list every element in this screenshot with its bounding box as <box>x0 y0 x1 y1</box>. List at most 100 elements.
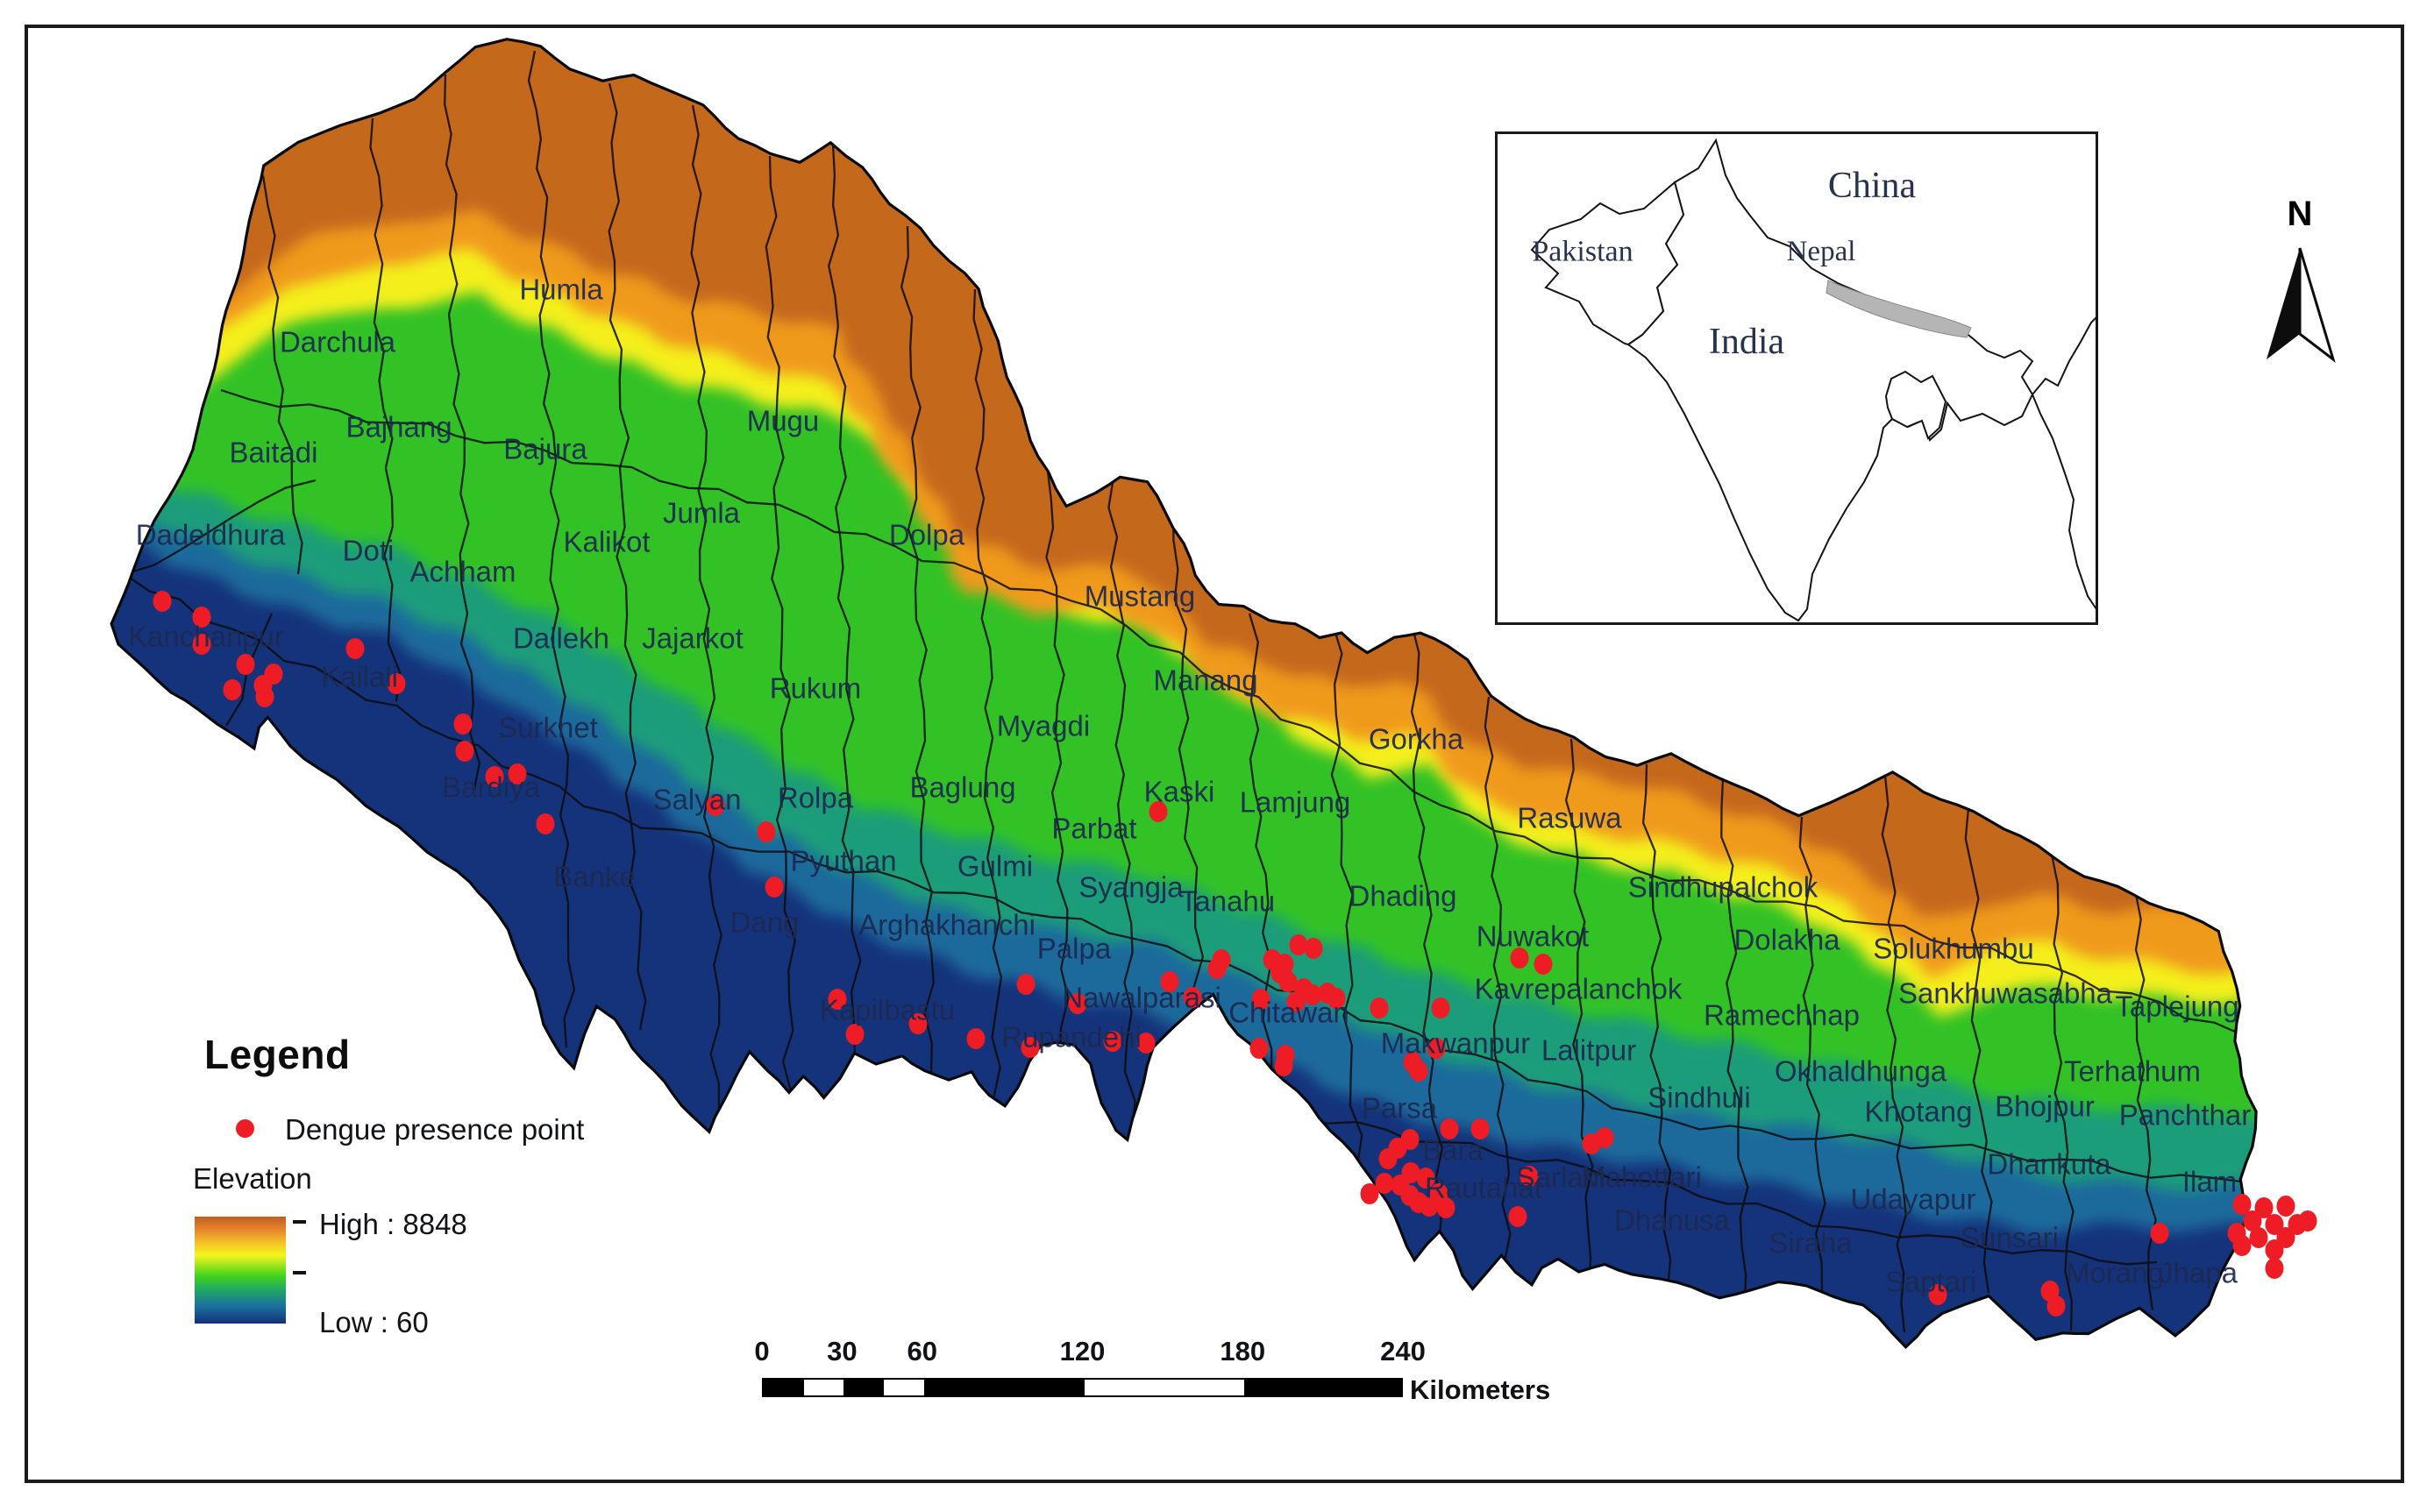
district-label: Gulmi <box>957 850 1033 883</box>
scale-bar-segment <box>764 1380 804 1395</box>
district-label: Khotang <box>1865 1096 1973 1128</box>
district-label: Humla <box>519 273 603 306</box>
district-label: Ramechhap <box>1704 999 1860 1032</box>
district-label: Manang <box>1153 664 1257 697</box>
district-label: Syangja <box>1078 871 1184 904</box>
dengue-point <box>765 877 784 898</box>
district-label: Mugu <box>747 405 820 437</box>
north-arrow-right-half <box>2298 247 2336 363</box>
district-label: Terhathum <box>2064 1055 2201 1088</box>
dengue-point <box>1595 1127 1614 1148</box>
district-label: Parbat <box>1051 813 1136 845</box>
district-label: Bardiya <box>442 771 541 804</box>
district-label: Surkhet <box>498 712 598 744</box>
elevation-tick-mid <box>293 1271 306 1274</box>
scale-bar-segment <box>803 1380 844 1395</box>
dengue-point <box>1401 1162 1420 1183</box>
dengue-point <box>706 795 725 816</box>
scale-tick-label: 180 <box>1220 1336 1266 1366</box>
scale-tick-label: 30 <box>827 1336 858 1366</box>
dengue-point <box>1508 1206 1527 1227</box>
dengue-point <box>2232 1194 2252 1215</box>
scale-bar-segment <box>884 1380 924 1395</box>
elevation-color-ramp <box>195 1217 286 1324</box>
district-label: Kanchanpur <box>128 621 284 653</box>
dengue-point <box>1388 1138 1407 1159</box>
dengue-point <box>255 686 274 707</box>
dengue-point <box>828 989 847 1010</box>
district-label: Bajhang <box>345 411 452 444</box>
district-label: Kalikot <box>563 526 650 558</box>
dengue-point <box>1360 1183 1379 1204</box>
dengue-point <box>2276 1196 2295 1217</box>
district-label: Okhaldhunga <box>1775 1055 1947 1088</box>
dengue-point <box>2243 1210 2262 1232</box>
inset-country-label: Nepal <box>1787 236 1856 267</box>
dengue-point <box>1251 989 1270 1010</box>
district-label: Kavrepalanchok <box>1475 973 1683 1005</box>
inset-nepal-shape <box>1826 280 1972 338</box>
dengue-point <box>1286 991 1306 1012</box>
dengue-point <box>2150 1223 2169 1244</box>
figure-border <box>25 25 2404 1483</box>
inset-location-map: China Pakistan Nepal India <box>1495 131 2098 625</box>
district-label: Rupandehi <box>1001 1021 1142 1054</box>
dengue-point <box>1534 954 1553 975</box>
scale-bar-segment <box>1244 1380 1401 1395</box>
dengue-point <box>1510 948 1529 969</box>
district-label: Dolakha <box>1733 924 1840 956</box>
district-label: Dhankuta <box>1987 1148 2111 1181</box>
dengue-point <box>2046 1295 2066 1317</box>
dengue-point <box>345 638 365 659</box>
dengue-point <box>2232 1235 2252 1256</box>
district-label: Banke <box>553 861 636 893</box>
dengue-point <box>1375 1173 1394 1194</box>
district-label: Nawalparasi <box>1062 982 1221 1014</box>
dengue-point <box>757 821 776 842</box>
dengue-point <box>1409 1061 1428 1082</box>
dengue-point <box>1289 934 1308 955</box>
district-label: Baglung <box>909 771 1015 804</box>
district-label: Sindhupalchok <box>1628 871 1818 904</box>
district-label: Dadeldhura <box>136 519 286 551</box>
dengue-point <box>1136 1033 1156 1054</box>
dengue-point <box>485 766 504 787</box>
district-label: Dolpa <box>889 519 965 551</box>
dengue-point <box>2265 1214 2284 1235</box>
district-label: Sarlahi <box>1516 1161 1606 1194</box>
scale-tick-label: 240 <box>1380 1336 1426 1366</box>
district-label: Solukhumbu <box>1873 933 2033 965</box>
scale-bar-unit: Kilometers <box>1410 1374 1551 1405</box>
scale-tick-label: 0 <box>754 1336 770 1366</box>
district-label: Palpa <box>1037 933 1112 965</box>
district-label: Udayapur <box>1850 1183 1975 1216</box>
dengue-point <box>1016 974 1036 995</box>
dengue-point <box>1431 997 1450 1019</box>
elevation-high-label: High : 8848 <box>319 1208 467 1240</box>
dengue-point <box>1440 1118 1459 1139</box>
dengue-point <box>387 673 406 694</box>
district-label: Darchula <box>280 326 396 358</box>
elevation-tick-high <box>293 1220 306 1224</box>
district-label: Arghakhanchi <box>858 909 1036 941</box>
dengue-point <box>192 634 211 655</box>
district-label: Tanahu <box>1180 885 1275 918</box>
dengue-point <box>1103 1031 1122 1052</box>
elevation-legend-title: Elevation <box>193 1162 312 1195</box>
dengue-point <box>1149 801 1168 822</box>
district-label: Chitawan <box>1228 997 1349 1029</box>
dengue-point <box>1183 987 1202 1008</box>
inset-myanmar-outline <box>2031 315 2097 613</box>
dengue-point-legend-swatch <box>236 1119 254 1138</box>
north-arrow-label: N <box>2288 195 2313 233</box>
district-label: Rasuwa <box>1517 802 1622 834</box>
district-label: Kapilbastu <box>820 994 955 1026</box>
dengue-legend-label: Dengue presence point <box>285 1113 585 1146</box>
dengue-point <box>2298 1210 2317 1232</box>
dengue-point <box>1303 984 1322 1005</box>
district-label: Pyuthan <box>790 845 896 877</box>
district-label: Rautahat <box>1425 1172 1542 1204</box>
dengue-point <box>1928 1284 1947 1305</box>
district-label: Sindhuli <box>1648 1082 1750 1114</box>
